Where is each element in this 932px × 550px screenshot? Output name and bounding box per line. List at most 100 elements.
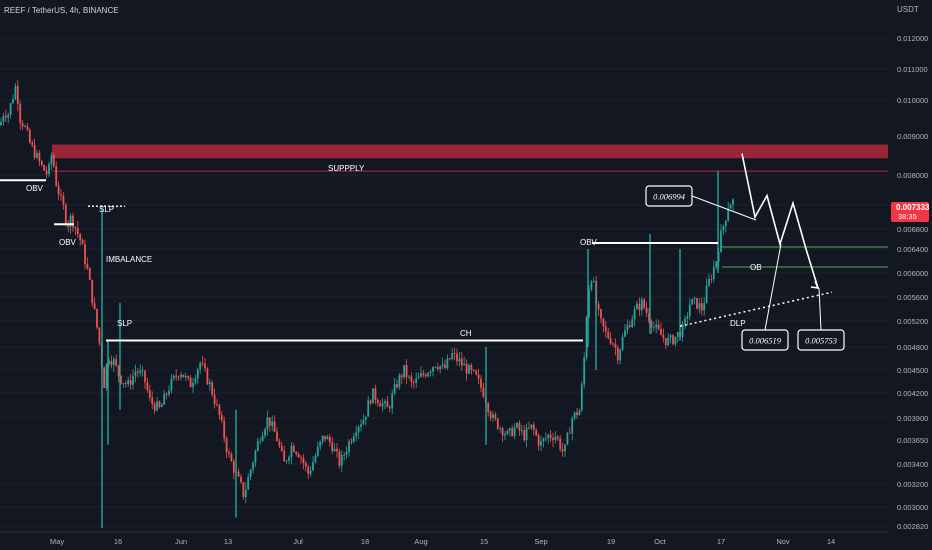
candle-body (720, 230, 722, 253)
candle-body (660, 328, 662, 335)
candle-body (290, 445, 293, 458)
candle-body (451, 353, 454, 360)
candle-body (194, 378, 197, 383)
candle-body (580, 384, 583, 411)
candle-body (417, 376, 420, 379)
time-axis[interactable]: May 16 Jun 13 Jul 18 Aug 15 Sep 19 Oct 17 Nov 14 (0, 531, 888, 546)
x-tick-label: 14 (827, 537, 835, 546)
candle-body (532, 424, 535, 430)
candle-body (696, 297, 698, 309)
candle-body (513, 427, 516, 436)
candle-body (93, 303, 96, 309)
candle-body (619, 349, 622, 361)
candle-body (165, 393, 168, 395)
candle-body (124, 383, 127, 385)
candle-body (511, 428, 514, 436)
candle-body (408, 376, 410, 378)
slp-lower-label: SLP (117, 319, 132, 328)
candle-body (648, 313, 650, 321)
candle-body (33, 144, 36, 158)
x-tick-label: Nov (776, 537, 790, 546)
candle-body (182, 374, 185, 378)
candle-body (218, 404, 221, 416)
candle-body (640, 299, 643, 311)
y-tick-label: 0.009000 (897, 132, 928, 141)
projection-path (741, 153, 820, 289)
candle-body (700, 303, 703, 311)
y-tick-label: 0.002820 (897, 522, 928, 531)
candle-body (465, 363, 468, 374)
candle-body (2, 116, 5, 122)
candle-body (199, 362, 202, 370)
candle-body (556, 436, 559, 439)
candle-body (62, 195, 65, 205)
supply-label: SUPPPLY (328, 164, 365, 173)
projection-arrowhead (810, 280, 820, 289)
candle-body (432, 367, 434, 372)
supply-zone (52, 144, 888, 172)
candle-body (249, 469, 252, 477)
candle-body (120, 375, 122, 384)
candle-body (379, 403, 382, 407)
candle-body (729, 204, 732, 209)
candle-body (496, 418, 499, 429)
candle-body (482, 387, 485, 397)
candle-body (364, 416, 367, 420)
candle-body (28, 129, 31, 143)
candle-body (662, 334, 665, 339)
candle-body (112, 359, 115, 366)
candle-body (43, 165, 46, 171)
candle-body (727, 208, 730, 221)
candle-body (489, 411, 492, 419)
candle-body (712, 266, 715, 280)
candle-body (266, 417, 269, 430)
candle-body (175, 375, 178, 377)
x-tick-label: Jun (175, 537, 187, 546)
candle-body (367, 400, 370, 417)
candle-body (684, 318, 686, 324)
candle-body (352, 436, 355, 442)
candle-body (225, 438, 228, 453)
candle-body (16, 86, 19, 104)
candle-body (499, 428, 502, 430)
candle-body (448, 358, 451, 360)
y-tick-label: 0.004800 (897, 343, 928, 352)
candle-body (98, 327, 101, 344)
candle-body (571, 418, 574, 434)
grid (0, 37, 888, 527)
candle-body (583, 357, 586, 385)
candle-body (492, 414, 494, 419)
price-axis[interactable]: USDT 0.002820 0.003000 0.003200 0.003400 0.0… (888, 0, 932, 532)
candle-body (355, 432, 358, 437)
candle-body (132, 375, 134, 385)
candle-body (336, 448, 338, 452)
candle-body (122, 383, 125, 385)
candle-body (304, 463, 307, 467)
candle-body (105, 363, 108, 389)
candle-body (547, 434, 550, 438)
candle-body (508, 428, 511, 431)
candle-body (177, 376, 180, 378)
dlp-trendline (679, 291, 833, 327)
callout-0006994-leader (691, 195, 757, 221)
supply-zone-rect (52, 144, 888, 159)
candle-body (144, 370, 146, 383)
candle-body (708, 279, 710, 286)
candle-body (477, 374, 480, 379)
candle-body (201, 362, 204, 364)
candle-body (208, 382, 211, 385)
candle-body (268, 417, 271, 426)
candle-body (240, 476, 242, 483)
y-tick-label: 0.004200 (897, 389, 928, 398)
y-tick-label: 0.008000 (897, 171, 928, 180)
ch-label: CH (460, 329, 472, 338)
candle-body (590, 281, 593, 290)
candle-body (376, 399, 379, 404)
candle-body (74, 227, 77, 229)
candle-body (103, 367, 106, 389)
candle-body (45, 170, 48, 175)
candle-body (228, 452, 230, 454)
candle-body (230, 453, 233, 462)
candle-body (504, 433, 506, 436)
